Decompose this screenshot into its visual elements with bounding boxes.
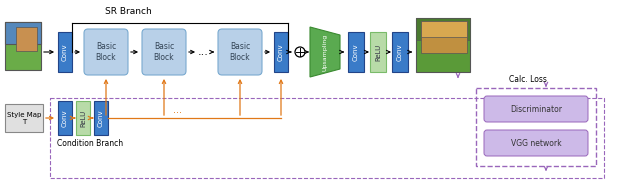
Bar (58, 32, 72, 72)
Bar (416, 18, 470, 72)
Bar (421, 21, 467, 37)
Bar (370, 32, 386, 72)
Text: ReLU: ReLU (375, 43, 381, 61)
FancyBboxPatch shape (218, 29, 262, 75)
FancyBboxPatch shape (484, 96, 588, 122)
Bar (94, 101, 108, 135)
FancyBboxPatch shape (84, 29, 128, 75)
Bar (416, 18, 470, 40)
Text: Discriminator: Discriminator (510, 104, 562, 113)
Text: Upsampling: Upsampling (323, 33, 328, 71)
Text: Conv: Conv (397, 43, 403, 61)
Text: SR Branch: SR Branch (104, 7, 152, 17)
Bar (5, 22, 41, 70)
Text: Conv: Conv (98, 109, 104, 127)
Bar (348, 32, 364, 72)
Text: Basic
Block: Basic Block (230, 42, 250, 62)
Text: Calc. Loss: Calc. Loss (509, 75, 547, 84)
Bar (16, 27, 37, 51)
Bar (76, 101, 90, 135)
FancyBboxPatch shape (484, 130, 588, 156)
Text: Conv: Conv (62, 43, 68, 61)
Text: Basic
Block: Basic Block (96, 42, 116, 62)
Polygon shape (310, 27, 340, 77)
Bar (476, 88, 596, 166)
Text: ReLU: ReLU (80, 109, 86, 127)
Text: Condition Branch: Condition Branch (57, 140, 123, 148)
Text: VGG network: VGG network (511, 138, 561, 147)
Text: Conv: Conv (278, 43, 284, 61)
Text: Style Map
T: Style Map T (7, 112, 41, 124)
Text: Conv: Conv (353, 43, 359, 61)
Bar (5, 104, 43, 132)
Bar (274, 32, 288, 72)
Text: Conv: Conv (62, 109, 68, 127)
Text: ...: ... (173, 105, 182, 115)
Text: ...: ... (198, 47, 209, 57)
Bar (421, 21, 467, 53)
Bar (58, 101, 72, 135)
Circle shape (295, 47, 305, 57)
Bar (5, 22, 41, 44)
Text: Basic
Block: Basic Block (154, 42, 174, 62)
Bar (392, 32, 408, 72)
Bar (50, 98, 604, 178)
FancyBboxPatch shape (142, 29, 186, 75)
